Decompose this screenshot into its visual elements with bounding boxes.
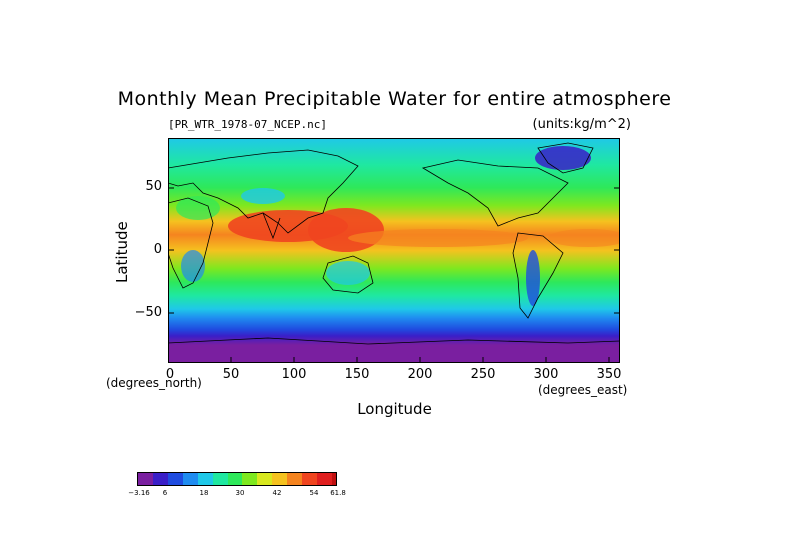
colorbar-segment [197, 473, 213, 485]
greenland-coastline [537, 142, 594, 174]
colorbar-segment [331, 473, 336, 485]
greenland-dry-region [535, 146, 591, 170]
coastlines [168, 142, 620, 345]
colorbar-label: 6 [162, 489, 168, 497]
x-axis-title: Longitude [357, 400, 432, 418]
precipitable-water-map [168, 138, 620, 363]
south-america-coastline [512, 232, 564, 319]
lat-tick-0: 0 [153, 242, 162, 257]
lat-tick-50: 50 [145, 179, 162, 194]
colorbar-label: 61.8 [330, 489, 346, 497]
colorbar-label: 18 [199, 489, 209, 497]
india-coastline [262, 212, 281, 240]
colorbar-segment [212, 473, 228, 485]
colorbar-segment [287, 473, 303, 485]
lon-tick-350: 350 [596, 367, 622, 382]
colorbar-label: 54 [309, 489, 319, 497]
colorbar-segment [257, 473, 273, 485]
colorbar-segment [242, 473, 258, 485]
dataset-file-label: [PR_WTR_1978-07_NCEP.nc] [168, 118, 327, 131]
colorbar-label: −3.16 [128, 489, 150, 497]
australia-dry-region [326, 261, 370, 285]
colorbar-segment [182, 473, 198, 485]
map-background-field [168, 138, 620, 363]
colorbar [137, 472, 337, 486]
colorbar-segment [272, 473, 288, 485]
andes-dry-region [526, 250, 540, 306]
south-africa-dry-region [181, 250, 205, 282]
lon-tick-50: 50 [222, 367, 240, 382]
lon-tick-150: 150 [344, 367, 370, 382]
plot-title: Monthly Mean Precipitable Water for enti… [117, 88, 672, 110]
lon-tick-100: 100 [281, 367, 307, 382]
units-label: (units:kg/m^2) [532, 117, 631, 132]
colorbar-segment [317, 473, 332, 485]
y-axis-unit: (degrees_north) [106, 376, 202, 390]
sahara-dry-region [176, 196, 220, 220]
x-axis-unit: (degrees_east) [538, 383, 628, 397]
tibet-dry-region [241, 188, 285, 204]
lon-tick-0: 0 [165, 367, 175, 382]
colorbar-segment [167, 473, 183, 485]
antarctica-coastline [168, 337, 620, 345]
africa-coastline [168, 197, 214, 289]
colorbar-segment [302, 473, 318, 485]
y-axis-title: Latitude [113, 221, 131, 283]
colorbar-segment [152, 473, 168, 485]
atlantic-itcz [548, 229, 620, 247]
colorbar-label: 42 [272, 489, 282, 497]
eurasia-coastline [168, 149, 359, 234]
colorbar-segment [227, 473, 243, 485]
colorbar-label: 30 [235, 489, 245, 497]
lon-tick-300: 300 [533, 367, 559, 382]
lon-tick-250: 250 [470, 367, 496, 382]
north-america-coastline [421, 159, 569, 227]
australia-coastline [322, 255, 374, 294]
colorbar-segment [138, 473, 153, 485]
lat-tick-minus50: −50 [134, 305, 162, 320]
pacific-itcz [348, 229, 528, 247]
axis-ticks [168, 187, 620, 363]
lon-tick-200: 200 [407, 367, 433, 382]
